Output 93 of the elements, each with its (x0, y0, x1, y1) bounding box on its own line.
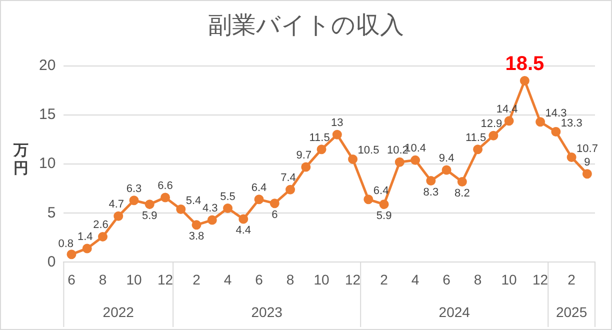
x-tick-label: 8 (474, 271, 482, 288)
chart-title: 副業バイトの収入 (207, 10, 405, 41)
data-label: 5.9 (142, 210, 158, 222)
text: 2023 (251, 304, 283, 320)
data-label: 9 (584, 156, 590, 168)
point (504, 116, 514, 126)
data-label: 12.9 (480, 118, 502, 130)
x-tick-label: 2 (568, 271, 576, 288)
x-tick-label: 2 (192, 271, 201, 288)
data-label: 4.7 (108, 198, 124, 211)
point (473, 144, 483, 154)
data-label: 5.5 (220, 190, 236, 203)
data-label: 10.7 (576, 142, 598, 155)
point (520, 76, 530, 86)
data-label: 6.6 (158, 180, 173, 192)
data-label: 8.2 (454, 187, 470, 200)
data-label: 11.5 (466, 132, 486, 144)
point (207, 215, 217, 225)
point (223, 203, 233, 213)
x-tick-label: 6 (255, 271, 264, 288)
point (488, 130, 498, 140)
x-tick-label: 12 (344, 271, 361, 288)
point (364, 194, 374, 204)
point (98, 232, 108, 242)
data-label: 1.4 (77, 230, 93, 243)
data-label: 5.4 (186, 194, 202, 207)
text: 2025 (556, 304, 588, 320)
data-label: 9.7 (296, 150, 312, 162)
point (301, 162, 311, 172)
point (160, 192, 170, 202)
data-label: 10.5 (358, 144, 380, 157)
point (551, 126, 561, 136)
data-label: 8.3 (423, 186, 439, 198)
x-tick-label: 10 (314, 271, 330, 288)
x-tick-label: 4 (224, 271, 232, 288)
point (254, 194, 264, 204)
data-label: 6.4 (251, 182, 267, 194)
y-tick-label: 20 (38, 57, 56, 74)
point (82, 244, 92, 254)
y-tick-label: 5 (47, 204, 56, 222)
x-tick-label: 8 (286, 271, 294, 288)
point (332, 130, 342, 140)
y-tick-label: 0 (47, 253, 56, 270)
data-label: 11.5 (309, 132, 330, 144)
point (270, 198, 280, 208)
x-tick-label: 8 (98, 271, 107, 288)
point (114, 211, 124, 221)
x-tick-label: 6 (68, 271, 76, 288)
x-tick-label: 4 (411, 271, 420, 288)
point (536, 117, 546, 127)
data-label: 13.3 (560, 117, 582, 130)
point (129, 196, 139, 206)
point (426, 176, 436, 186)
y-axis-title: 万円 (12, 141, 30, 177)
data-label: 4.4 (236, 224, 252, 237)
point (566, 152, 576, 162)
data-label: 3.8 (188, 230, 204, 242)
point (348, 154, 358, 164)
point (582, 169, 592, 179)
data-label: 5.9 (376, 210, 392, 222)
point (442, 165, 452, 175)
point (192, 220, 202, 230)
point (66, 250, 76, 260)
data-label: 2.6 (93, 219, 108, 232)
data-label: 6 (272, 208, 278, 221)
point (144, 200, 154, 210)
data-label: 13 (331, 117, 344, 130)
text: 2024 (438, 304, 470, 320)
text: 2022 (102, 304, 134, 320)
data-label: 6.4 (373, 184, 389, 197)
data-label: 18.5 (505, 53, 544, 76)
data-label: 14.3 (545, 107, 567, 120)
data-label: 9.4 (438, 152, 454, 165)
y-tick-label: 10 (38, 155, 56, 172)
data-label: 0.8 (58, 238, 74, 250)
x-tick-label: 10 (501, 271, 518, 288)
x-tick-label: 12 (532, 271, 548, 288)
data-label: 6.3 (126, 182, 142, 195)
point (316, 144, 326, 154)
data-label: 7.4 (280, 172, 296, 184)
point (286, 184, 296, 194)
x-tick-label: 2 (380, 271, 388, 288)
point (394, 157, 404, 167)
point (457, 177, 467, 187)
x-tick-label: 12 (157, 271, 174, 288)
point (379, 200, 389, 210)
point (410, 155, 420, 165)
x-tick-label: 10 (126, 271, 142, 288)
point (238, 214, 248, 224)
point (176, 204, 186, 214)
y-tick-label: 15 (38, 106, 56, 124)
x-tick-label: 6 (442, 271, 451, 288)
data-label: 4.3 (202, 202, 218, 215)
